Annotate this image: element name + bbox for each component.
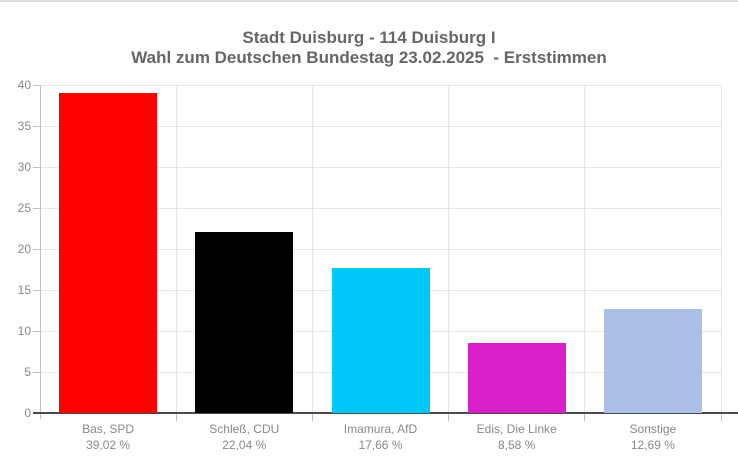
category-name: Imamura, AfD bbox=[343, 422, 418, 436]
category-name: Edis, Die Linke bbox=[476, 422, 557, 436]
x-axis-line bbox=[33, 412, 738, 414]
category-percentage: 39,02 % bbox=[86, 438, 131, 452]
category-name: Schleß, CDU bbox=[209, 422, 280, 436]
x-axis-tick bbox=[311, 414, 313, 421]
y-gridline bbox=[40, 84, 721, 86]
y-axis-tick-label: 5 bbox=[24, 365, 31, 379]
bar-bas-spd bbox=[59, 93, 158, 413]
bar-sonstige bbox=[603, 308, 702, 413]
y-axis-tick bbox=[33, 207, 40, 209]
bar-schle-cdu bbox=[195, 232, 294, 413]
category-label: Schleß, CDU 22,04 % bbox=[176, 421, 312, 453]
y-axis-tick-label: 15 bbox=[17, 283, 31, 297]
category-name: Sonstige bbox=[629, 422, 677, 436]
bar-edis-die-linke bbox=[467, 342, 566, 413]
chart-title: Stadt Duisburg - 114 Duisburg I bbox=[242, 28, 496, 47]
category-boundary-gridline bbox=[175, 85, 177, 413]
y-axis-tick bbox=[33, 371, 40, 373]
chart-subtitle: Wahl zum Deutschen Bundestag 23.02.2025 … bbox=[131, 48, 607, 67]
y-axis-tick-label: 35 bbox=[17, 119, 31, 133]
chart-title-block: Stadt Duisburg - 114 Duisburg I Wahl zum… bbox=[0, 28, 738, 68]
category-name: Bas, SPD bbox=[82, 422, 135, 436]
bar-imamura-afd bbox=[331, 268, 430, 413]
y-axis-tick bbox=[33, 84, 40, 86]
category-boundary-gridline bbox=[448, 85, 450, 413]
y-axis-tick bbox=[33, 166, 40, 168]
y-axis-tick-label: 25 bbox=[17, 201, 31, 215]
category-percentage: 17,66 % bbox=[358, 438, 403, 452]
y-gridline bbox=[40, 248, 721, 250]
x-axis-tick bbox=[448, 414, 450, 421]
y-axis-tick-label: 10 bbox=[17, 324, 31, 338]
y-gridline bbox=[40, 207, 721, 209]
x-axis-tick bbox=[175, 414, 177, 421]
category-label: Edis, Die Linke 8,58 % bbox=[449, 421, 585, 453]
y-axis-tick-label: 20 bbox=[17, 242, 31, 256]
category-label: Sonstige 12,69 % bbox=[585, 421, 721, 453]
category-percentage: 22,04 % bbox=[222, 438, 267, 452]
y-gridline bbox=[40, 125, 721, 127]
y-axis-tick-label: 40 bbox=[17, 78, 31, 92]
y-gridline bbox=[40, 166, 721, 168]
category-label: Bas, SPD 39,02 % bbox=[40, 421, 176, 453]
category-boundary-gridline bbox=[584, 85, 586, 413]
x-axis-tick bbox=[720, 414, 722, 421]
plot-area bbox=[33, 84, 738, 421]
y-axis-tick bbox=[33, 289, 40, 291]
y-axis-tick-label: 0 bbox=[24, 406, 31, 420]
x-axis-tick bbox=[584, 414, 586, 421]
y-axis-tick bbox=[33, 330, 40, 332]
category-percentage: 8,58 % bbox=[498, 438, 536, 452]
category-boundary-gridline bbox=[720, 85, 722, 413]
y-axis-tick bbox=[33, 248, 40, 250]
y-axis-tick bbox=[33, 125, 40, 127]
category-percentage: 12,69 % bbox=[630, 438, 675, 452]
y-axis-line bbox=[40, 85, 41, 419]
y-axis-tick-label: 30 bbox=[17, 160, 31, 174]
category-boundary-gridline bbox=[311, 85, 313, 413]
category-label: Imamura, AfD 17,66 % bbox=[312, 421, 448, 453]
